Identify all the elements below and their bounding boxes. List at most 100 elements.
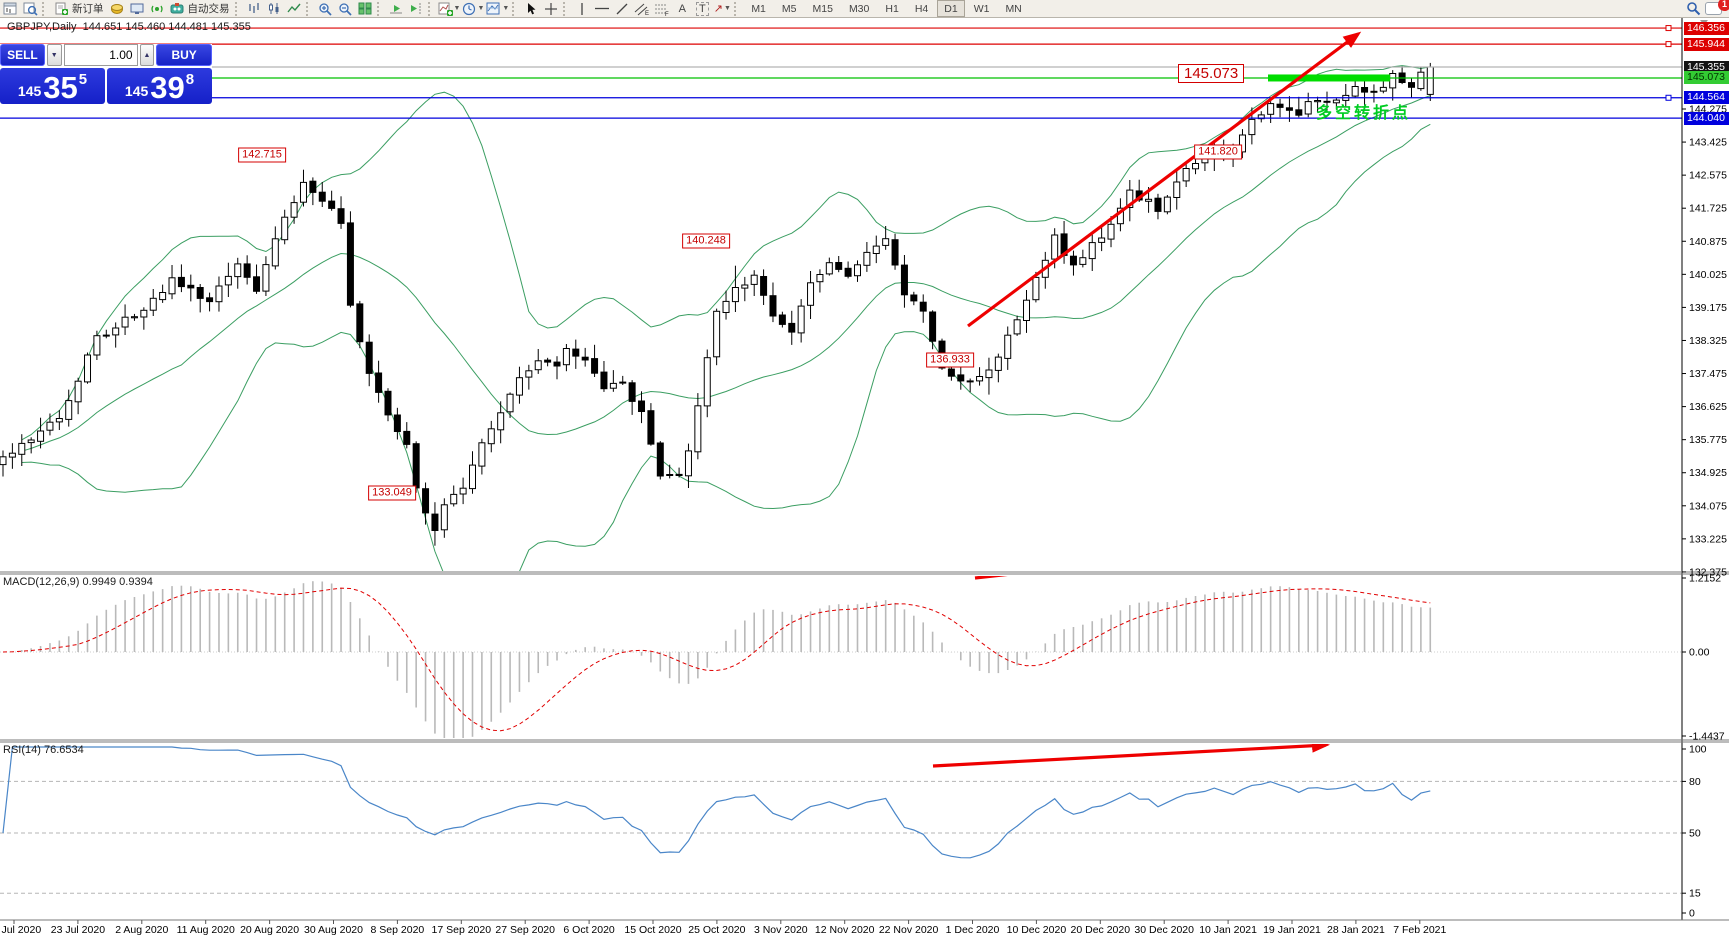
rsi-line (2, 746, 1431, 859)
rsi-axis-tick: 80 (1689, 776, 1701, 788)
autotrading-icon[interactable] (167, 1, 187, 17)
candle (891, 239, 899, 266)
volume-decrease-button[interactable]: ▼ (46, 44, 62, 66)
sell-price-quote[interactable]: 145 35 5 (0, 68, 105, 104)
timeframe-button-h4[interactable]: H4 (914, 2, 929, 15)
candle (1192, 163, 1200, 170)
sell-button[interactable]: SELL (0, 44, 45, 66)
autotrading-label[interactable]: 自动交易 (187, 3, 230, 15)
cursor-button[interactable] (521, 1, 541, 17)
candle (224, 275, 232, 286)
timeframe-button-m30[interactable]: M30 (848, 2, 870, 15)
date-axis-label: 12 Nov 2020 (815, 924, 875, 936)
pivot-price-annotation[interactable]: 133.049 (368, 485, 416, 501)
chart-window-icon[interactable] (0, 1, 20, 17)
vertical-line-button[interactable] (572, 1, 592, 17)
level-price-axis-label[interactable]: 145.073 (1684, 71, 1729, 85)
candle (656, 442, 664, 477)
timeframe-button-h1[interactable]: H1 (885, 2, 899, 15)
candle (37, 430, 45, 442)
macd-axis-tick: 0.00 (1689, 647, 1710, 659)
candle (976, 376, 984, 382)
price-axis-tick: 140.875 (1689, 236, 1727, 248)
search-icon[interactable] (1683, 1, 1703, 17)
trend-arrow (967, 31, 1362, 328)
buy-button[interactable]: BUY (156, 44, 212, 66)
level-price-axis-label[interactable]: 144.040 (1684, 111, 1729, 125)
notifications-button[interactable]: 1 (1703, 0, 1729, 17)
candle (1295, 109, 1303, 116)
indicators-button[interactable]: ▼ (437, 1, 462, 17)
tile-windows-button[interactable] (355, 1, 375, 17)
candle (1069, 255, 1077, 266)
new-order-button[interactable] (51, 1, 71, 17)
level-price-axis-label[interactable]: 145.944 (1684, 37, 1729, 51)
chart-shift-button[interactable] (406, 1, 426, 17)
turning-point-annotation[interactable]: 多空转折点 (1316, 105, 1412, 122)
pivot-price-annotation[interactable]: 136.933 (926, 352, 974, 368)
candle (910, 294, 918, 302)
timeframe-button-m5[interactable]: M5 (781, 2, 797, 15)
pivot-price-annotation[interactable]: 140.248 (682, 233, 730, 249)
timeframe-button-m15[interactable]: M15 (812, 2, 833, 15)
volume-increase-button[interactable]: ▲ (139, 44, 155, 66)
trendline-button[interactable] (612, 1, 632, 17)
candle (778, 314, 786, 325)
text-button[interactable]: A (678, 2, 686, 15)
svg-text:F: F (665, 12, 669, 16)
candle (807, 282, 815, 306)
templates-button[interactable]: ▼ (485, 1, 510, 17)
candle (375, 372, 383, 393)
candle (666, 474, 674, 476)
price-axis-tick: 138.325 (1689, 335, 1727, 347)
candle (600, 371, 608, 390)
equidistant-channel-button[interactable]: E (632, 1, 652, 17)
pivot-price-annotation[interactable]: 142.715 (238, 147, 286, 163)
timeframe-button-mn[interactable]: MN (1005, 2, 1022, 15)
arrows-button[interactable]: ↗ ▼ (713, 3, 731, 15)
crosshair-button[interactable] (541, 1, 561, 17)
toolbar-separator (563, 1, 570, 16)
timeframe-button-w1[interactable]: W1 (973, 2, 990, 15)
volume-input[interactable] (63, 44, 138, 66)
text-label-button[interactable]: T (692, 1, 712, 17)
price-axis-tick: 135.775 (1689, 434, 1727, 446)
pivot-price-annotation[interactable]: 141.820 (1194, 144, 1242, 160)
auto-scroll-button[interactable] (386, 1, 406, 17)
new-order-label[interactable]: 新订单 (72, 3, 104, 15)
bar-chart-button[interactable] (244, 1, 264, 17)
line-chart-button[interactable] (284, 1, 304, 17)
candle (684, 450, 692, 477)
toolbar-separator (234, 1, 242, 16)
market-depth-icon[interactable] (107, 1, 127, 17)
candle (919, 301, 927, 312)
chevron-down-icon: ▼ (477, 5, 485, 12)
profile-preview-icon[interactable] (20, 1, 40, 17)
buy-price-quote[interactable]: 145 39 8 (107, 68, 212, 104)
resistance-zone-bar (1268, 74, 1390, 82)
candle (422, 488, 430, 514)
timeframe-button-d1[interactable]: D1 (937, 0, 965, 17)
date-axis-label: 6 Oct 2020 (563, 924, 615, 936)
zoom-in-button[interactable] (315, 1, 335, 17)
level-price-axis-label[interactable]: 144.564 (1684, 91, 1729, 105)
candle (788, 322, 796, 333)
candle (572, 348, 580, 357)
resistance-price-annotation[interactable]: 145.073 (1178, 64, 1245, 83)
zoom-out-button[interactable] (335, 1, 355, 17)
level-price-axis-label[interactable]: 146.356 (1684, 21, 1729, 35)
timeframe-button-m1[interactable]: M1 (751, 2, 766, 15)
horizontal-line-button[interactable] (592, 1, 612, 17)
signals-icon[interactable] (147, 1, 167, 17)
periods-button[interactable]: ▼ (461, 1, 485, 17)
fibonacci-button[interactable]: F (652, 1, 672, 17)
candle (647, 410, 655, 445)
candlestick-chart-button[interactable] (264, 1, 284, 17)
candle (1370, 90, 1378, 93)
candle (487, 428, 495, 445)
candle (1051, 234, 1059, 260)
date-axis-label: 30 Dec 2020 (1134, 924, 1194, 936)
candle (450, 493, 458, 505)
terminal-icon[interactable] (127, 1, 147, 17)
